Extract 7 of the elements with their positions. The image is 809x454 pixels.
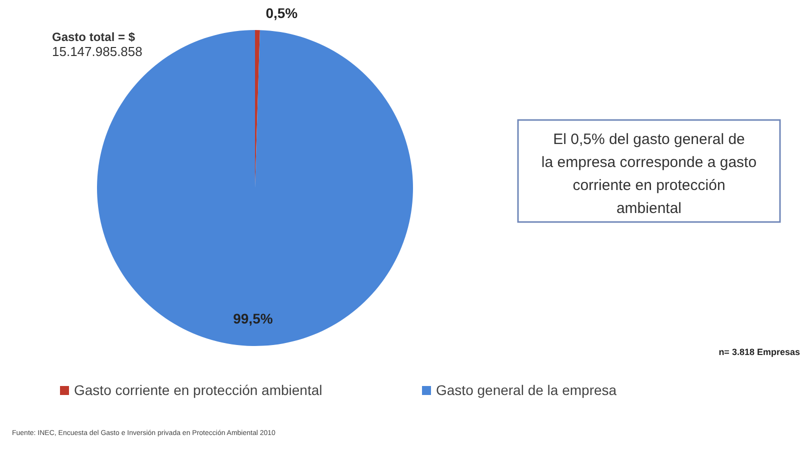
legend-label: Gasto corriente en protección ambiental [74,382,322,398]
data-label: 99,5% [233,310,274,327]
legend-label: Gasto general de la empresa [436,382,617,398]
text: El 0,5% del gasto general de la empresa corresponde a gasto corriente en protección ambiental [541,131,757,217]
text: Gasto total = $ 15.147.985.858 [52,30,142,59]
data-label: 0,5% [266,5,298,22]
text: n= 3.818 Empresas [718,347,800,357]
